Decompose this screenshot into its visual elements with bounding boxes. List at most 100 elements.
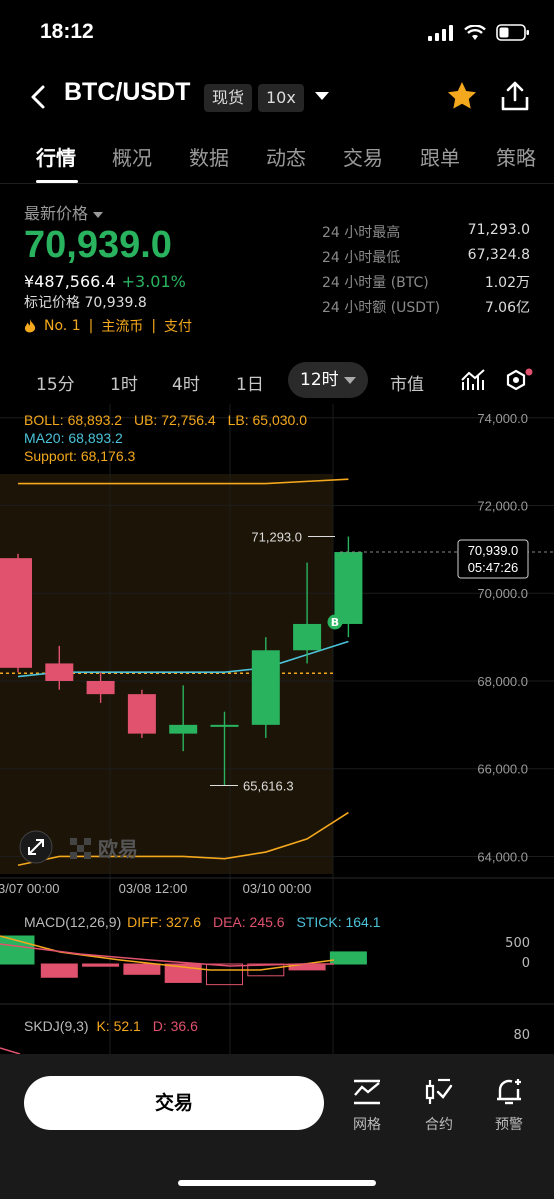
y-tick-label: 72,000.0 [477, 499, 528, 514]
stat-label: 24 小时量 (BTC) [322, 275, 429, 291]
okx-logo-icon [77, 845, 84, 852]
macd-diff: DIFF: 327.6 [127, 914, 202, 930]
tab-overview[interactable]: 概况 [112, 146, 152, 170]
y-tick-label: 70,000.0 [477, 586, 528, 601]
kdj-y-tick: 80 [513, 1028, 530, 1043]
home-indicator [178, 1180, 376, 1186]
macd-y-tick: 500 [505, 936, 530, 951]
chart-canvas[interactable]: 74,000.0 72,000.0 70,000.0 68,000.0 66,000.0… [0, 404, 554, 1055]
futures-button[interactable]: 合约 [414, 1078, 464, 1134]
macd-histogram-bar [82, 963, 120, 967]
interval-market-cap[interactable]: 市值 [390, 375, 424, 395]
interval-12h-label: 12时 [300, 370, 339, 390]
y-tick-label: 68,000.0 [477, 674, 528, 689]
chart-settings-icon[interactable] [504, 368, 534, 396]
boll-lower-value: LB: 65,030.0 [227, 412, 307, 428]
stat-label: 24 小时最低 [322, 250, 401, 266]
grid-bot-label: 网格 [353, 1117, 381, 1133]
buy-badge-label: B [331, 616, 339, 629]
kline-chart[interactable]: 74,000.0 72,000.0 70,000.0 68,000.0 66,000.0… [0, 404, 554, 1055]
stat-value: 67,324.8 [467, 247, 530, 263]
candle-body [127, 694, 156, 734]
indicator-icon[interactable] [460, 368, 486, 394]
interval-1h[interactable]: 1时 [110, 375, 138, 395]
stat-value: 1.02万 [484, 275, 530, 291]
boll-value: BOLL: 68,893.2 [24, 412, 123, 428]
interval-dropdown-icon [344, 377, 357, 384]
signal-icon [428, 24, 453, 41]
coin-tags: No. 1 | 主流币 | 支付 [24, 316, 192, 336]
candle-body [45, 663, 74, 681]
candle-body [210, 724, 239, 727]
y-tick-label: 64,000.0 [477, 849, 528, 864]
macd-histogram-bar [40, 963, 78, 978]
battery-icon [496, 24, 529, 41]
y-tick-label: 74,000.0 [477, 411, 528, 426]
back-arrow-icon[interactable] [24, 82, 54, 112]
leverage-badge: 10x [258, 84, 304, 112]
grid-bot-icon [354, 1079, 380, 1105]
macd-y-tick: 0 [522, 956, 530, 971]
candle-body [334, 552, 363, 624]
current-price-box [457, 539, 529, 579]
interval-12h[interactable]: 12时 [288, 362, 369, 398]
tag-mainstream[interactable]: 主流币 [101, 319, 144, 335]
wifi-icon [464, 24, 486, 40]
candle-body [251, 650, 280, 725]
change-percent: +3.01% [121, 272, 186, 291]
price-cny: ¥487,566.4 +3.01% [24, 272, 186, 291]
tab-strategy[interactable]: 策略 [496, 146, 536, 170]
mark-price-label: 标记价格 [24, 295, 80, 311]
trade-button[interactable]: 交易 [24, 1076, 324, 1130]
macd-dea-line [0, 943, 334, 967]
x-tick-label: 03/10 00:00 [243, 881, 312, 896]
support-legend: Support: 68,176.3 [24, 448, 136, 464]
status-icons [428, 24, 530, 41]
stat-row-turnover: 24 小时额 (USDT) 7.06亿 [322, 297, 530, 322]
boll-legend: BOLL: 68,893.2 UB: 72,756.4 LB: 65,030.0 [24, 412, 307, 428]
status-time: 18:12 [40, 20, 94, 43]
bottom-action-bar: 交易 网格 合约 预警 [0, 1054, 554, 1199]
kdj-d-line [0, 1047, 21, 1055]
stats-24h: 24 小时最高 71,293.0 24 小时最低 67,324.8 24 小时量 (… [322, 222, 530, 322]
macd-diff-line [0, 935, 335, 971]
macd-dea: DEA: 245.6 [212, 914, 285, 930]
interval-15m[interactable]: 15分 [36, 375, 75, 395]
y-tick-label: 66,000.0 [477, 762, 528, 777]
grid-bot-button[interactable]: 网格 [342, 1078, 392, 1134]
stat-row-high: 24 小时最高 71,293.0 [322, 222, 530, 247]
tab-trade[interactable]: 交易 [343, 146, 383, 170]
current-price-label: 70,939.0 [468, 543, 519, 558]
stat-label: 24 小时额 (USDT) [322, 300, 441, 316]
interval-1d[interactable]: 1日 [236, 375, 264, 395]
low-marker-label: 65,616.3 [243, 779, 294, 794]
tag-payment[interactable]: 支付 [164, 319, 193, 335]
interval-selector: 15分 1时 4时 1日 12时 市值 [0, 362, 554, 402]
okx-logo-icon [70, 838, 77, 845]
share-icon[interactable] [500, 80, 530, 112]
macd-label: MACD(12,26,9) [24, 914, 122, 930]
macd-histogram-bar [123, 963, 161, 975]
x-tick-label: 03/08 12:00 [119, 881, 188, 896]
fire-icon [24, 318, 36, 332]
kdj-k: K: 52.1 [96, 1018, 141, 1034]
stat-label: 24 小时最高 [322, 225, 401, 241]
tag-rank[interactable]: No. 1 [44, 318, 81, 334]
kdj-legend: SKDJ(9,3) K: 52.1 D: 36.6 [24, 1018, 198, 1034]
favorite-star-icon[interactable] [446, 80, 478, 112]
high-marker-label: 71,293.0 [251, 530, 302, 545]
tab-market[interactable]: 行情 [36, 146, 76, 170]
alert-button[interactable]: 预警 [484, 1078, 534, 1134]
watermark-text: 欧易 [98, 837, 138, 861]
tab-news[interactable]: 动态 [266, 146, 306, 170]
tab-data[interactable]: 数据 [189, 146, 229, 170]
price-label[interactable]: 最新价格 [24, 200, 104, 224]
pair-dropdown-icon[interactable] [314, 90, 330, 102]
alert-label: 预警 [495, 1117, 523, 1133]
kdj-label: SKDJ(9,3) [24, 1018, 89, 1034]
detail-tabs: 行情 概况 数据 动态 交易 跟单 策略 [0, 136, 554, 184]
boll-upper-line [18, 478, 349, 485]
tab-copy-trading[interactable]: 跟单 [420, 146, 460, 170]
pair-title[interactable]: BTC/USDT [64, 78, 191, 106]
interval-4h[interactable]: 4时 [172, 375, 200, 395]
